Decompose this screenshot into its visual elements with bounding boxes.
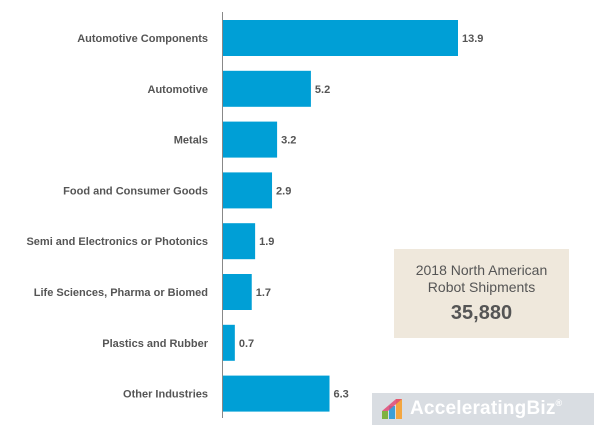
bar bbox=[223, 223, 256, 260]
category-label: Other Industries bbox=[123, 389, 208, 401]
data-label: 2.9 bbox=[276, 185, 291, 197]
data-label: 13.9 bbox=[462, 33, 483, 45]
brand-name-text: AcceleratingBiz bbox=[410, 398, 556, 419]
callout-title-line2: Robot Shipments bbox=[427, 279, 536, 295]
category-label: Automotive Components bbox=[77, 33, 208, 45]
bars-layer: Automotive Components 13.9 Automotive 5.2 Me… bbox=[26, 20, 483, 412]
data-label: 1.9 bbox=[259, 236, 274, 248]
bar bbox=[223, 172, 273, 209]
category-label: Semi and Electronics or Photonics bbox=[26, 236, 208, 248]
brand-name: AcceleratingBiz® bbox=[410, 398, 562, 420]
callout-value: 35,880 bbox=[450, 302, 513, 324]
brand-watermark: AcceleratingBiz® bbox=[372, 393, 594, 425]
data-label: 6.3 bbox=[334, 389, 349, 401]
data-label: 1.7 bbox=[256, 287, 271, 299]
callout-title-line1: 2018 North American bbox=[415, 262, 548, 278]
bar bbox=[223, 375, 330, 412]
accelerating-biz-logo-icon bbox=[382, 399, 402, 419]
category-label: Metals bbox=[174, 135, 208, 147]
category-label: Automotive bbox=[148, 84, 209, 96]
category-label: Life Sciences, Pharma or Biomed bbox=[34, 287, 208, 299]
data-label: 3.2 bbox=[281, 135, 296, 147]
category-label: Food and Consumer Goods bbox=[63, 185, 208, 197]
bar bbox=[223, 70, 311, 107]
bar bbox=[223, 274, 252, 310]
bar bbox=[223, 121, 278, 158]
bar bbox=[223, 20, 458, 56]
registered-mark: ® bbox=[555, 398, 563, 408]
data-label: 0.7 bbox=[239, 338, 254, 350]
callout-title: 2018 North American Robot Shipments bbox=[394, 262, 569, 296]
summary-callout: 2018 North American Robot Shipments 35,8… bbox=[394, 249, 569, 338]
data-label: 5.2 bbox=[315, 84, 330, 96]
category-label: Plastics and Rubber bbox=[102, 338, 208, 350]
bar bbox=[223, 324, 235, 361]
